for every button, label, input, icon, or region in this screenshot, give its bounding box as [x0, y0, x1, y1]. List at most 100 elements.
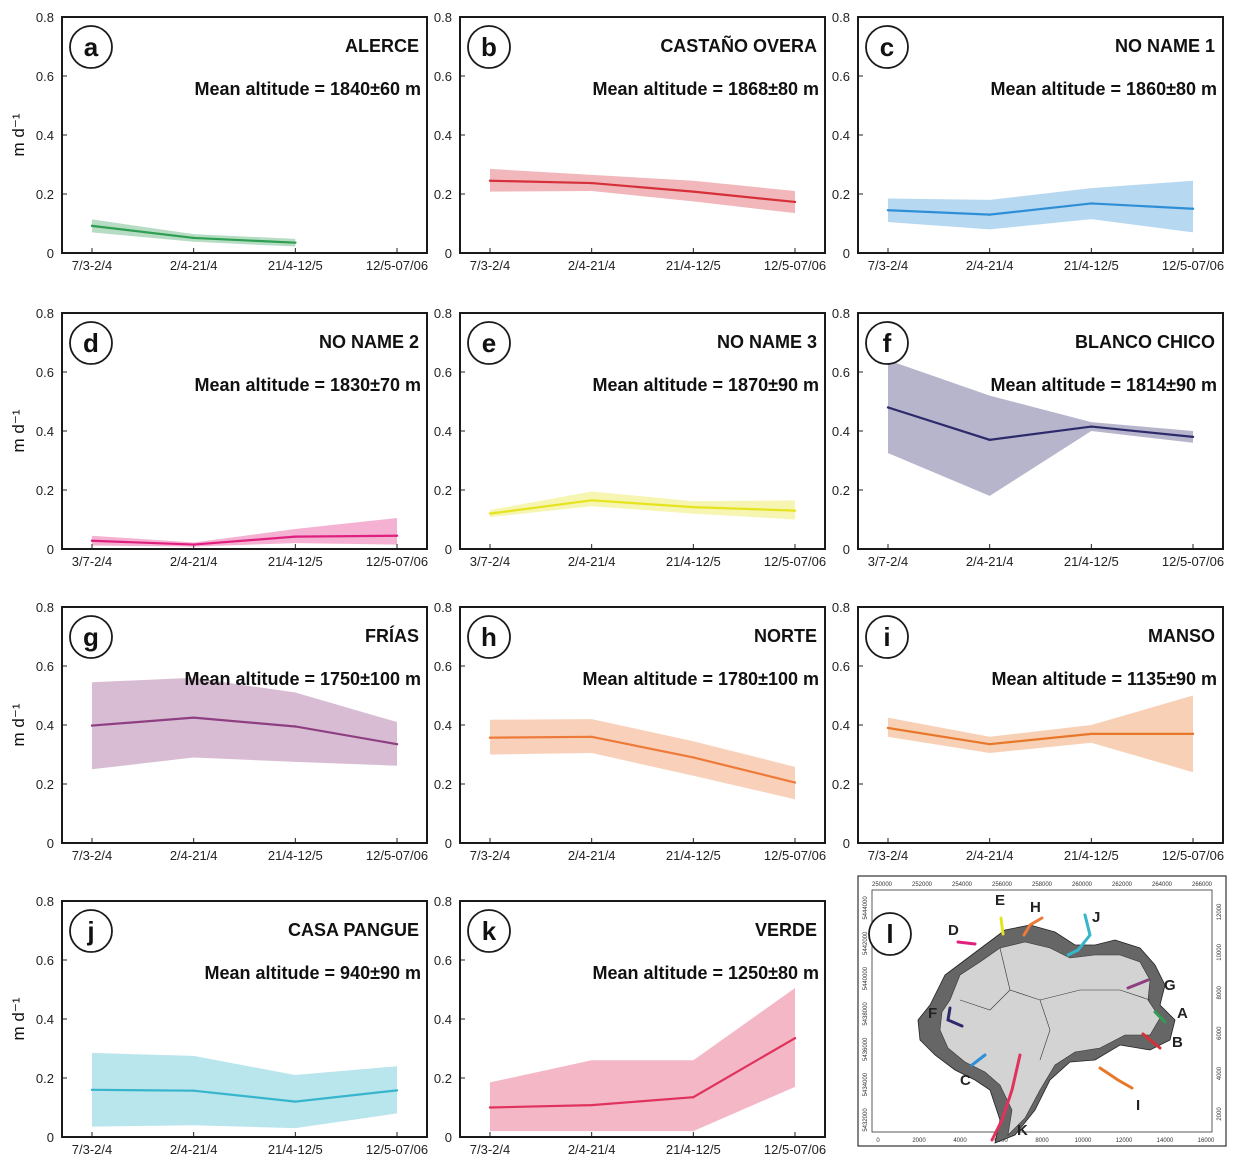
panel-letter: d — [83, 328, 99, 358]
data-point — [294, 241, 297, 244]
plot-frame — [459, 900, 826, 1138]
y-tick-label: 0.8 — [434, 306, 452, 321]
glacier-name: BLANCO CHICO — [1075, 332, 1215, 352]
uncertainty-band — [888, 360, 1193, 496]
panel-c: 0 0.2 0.4 0.6 0.8 7/3-2/4 2/4-21/4 21/4-12/5 12/… — [832, 10, 1224, 273]
glacier-label: H — [1030, 899, 1041, 916]
data-point — [90, 1088, 94, 1092]
x-tick-label: 7/3-2/4 — [470, 258, 510, 273]
series-line — [489, 499, 796, 515]
glacier-label: G — [1164, 977, 1176, 994]
glacier-track — [1141, 1032, 1162, 1050]
x-tick-label: 21/4-12/5 — [666, 554, 721, 569]
glacier-label: E — [995, 892, 1005, 909]
glacier-track — [1153, 1010, 1167, 1024]
y-tick-label: 0.8 — [36, 894, 54, 909]
glacier-track — [970, 1053, 987, 1067]
ice-divide — [999, 947, 1151, 1001]
y-tick-label: 0.2 — [36, 777, 54, 792]
y-axis-label: m d⁻¹ — [9, 409, 28, 452]
data-point — [590, 499, 593, 502]
panel-letter-badge — [69, 25, 113, 69]
map-bottom-tick: 0 — [876, 1138, 880, 1144]
map-left-tick: 5444000 — [863, 896, 869, 920]
y-tick-label: 0.2 — [832, 483, 850, 498]
map-right-tick: 4000 — [1217, 1066, 1223, 1080]
data-point — [1090, 732, 1093, 736]
map-right-tick: 8000 — [1217, 985, 1223, 999]
y-tick-label: 0.4 — [832, 718, 850, 733]
y-tick-label: 0.2 — [434, 483, 452, 498]
y-tick-label: 0.8 — [434, 600, 452, 615]
data-point — [1090, 202, 1093, 205]
y-tick-label: 0 — [445, 542, 452, 557]
data-point — [192, 1089, 195, 1092]
y-tick-label: 0 — [445, 1130, 452, 1145]
x-tick-label: 7/3-2/4 — [470, 1142, 510, 1157]
y-tick-label: 0.4 — [36, 1012, 54, 1027]
plot-frame — [857, 16, 1224, 254]
uncertainty-band — [92, 219, 296, 247]
glacier-name: NORTE — [754, 626, 817, 646]
panel-letter-badge — [467, 909, 511, 953]
map-top-tick: 266000 — [1192, 882, 1213, 888]
uncertainty-band — [888, 180, 1193, 233]
map-top-tick: 262000 — [1112, 882, 1133, 888]
x-tick-label: 7/3-2/4 — [72, 1142, 112, 1157]
x-tick-label: 12/5-07/06 — [366, 1142, 428, 1157]
y-axis-label: m d⁻¹ — [9, 113, 28, 156]
data-point — [886, 406, 890, 409]
x-tick-label: 2/4-21/4 — [170, 258, 218, 273]
glacier-name: ALERCE — [345, 36, 419, 56]
panel-letter: a — [84, 32, 99, 62]
x-tick-label: 2/4-21/4 — [568, 1142, 616, 1157]
y-tick-label: 0.4 — [832, 128, 850, 143]
y-tick-label: 0.6 — [434, 69, 452, 84]
y-tick-label: 0 — [47, 542, 54, 557]
x-tick-label: 2/4-21/4 — [966, 848, 1014, 863]
x-tick-label: 12/5-07/06 — [366, 258, 428, 273]
x-tick-label: 12/5-07/06 — [1162, 848, 1224, 863]
panel-b: 0 0.2 0.4 0.6 0.8 7/3-2/4 2/4-21/4 21/4-12/5 12/… — [434, 10, 826, 273]
mean-altitude: Mean altitude = 1814±90 m — [991, 375, 1217, 395]
panel-map: 250000 252000 254000 256000 258000 260000 2620… — [857, 875, 1227, 1147]
y-tick-label: 0.4 — [36, 128, 54, 143]
data-point — [692, 190, 695, 193]
data-point — [488, 1106, 492, 1109]
x-tick-label: 2/4-21/4 — [568, 848, 616, 863]
panel-i: 0 0.2 0.4 0.6 0.8 7/3-2/4 2/4-21/4 21/4-12/5 12/… — [832, 600, 1224, 863]
y-tick-label: 0.2 — [36, 187, 54, 202]
plot-frame — [459, 312, 826, 550]
glacier-label: A — [1177, 1005, 1188, 1022]
map-top-tick: 256000 — [992, 882, 1013, 888]
data-point — [90, 724, 94, 727]
y-tick-label: 0 — [445, 246, 452, 261]
map-bottom-tick: 2000 — [912, 1138, 926, 1144]
y-tick-label: 0.6 — [832, 365, 850, 380]
series-line — [489, 179, 796, 204]
x-tick-label: 2/4-21/4 — [170, 554, 218, 569]
glacier-track — [1098, 1066, 1134, 1090]
y-tick-label: 0.4 — [434, 1012, 452, 1027]
panel-letter-badge — [865, 25, 909, 69]
x-tick-label: 21/4-12/5 — [1064, 258, 1119, 273]
panel-f: 0 0.2 0.4 0.6 0.8 3/7-2/4 2/4-21/4 21/4-12/5 12/… — [832, 306, 1224, 569]
panel-letter: c — [880, 32, 894, 62]
map-bottom-tick: 10000 — [1075, 1138, 1092, 1144]
uncertainty-band — [92, 1052, 397, 1129]
y-tick-label: 0.8 — [36, 600, 54, 615]
mean-altitude: Mean altitude = 1750±100 m — [185, 669, 422, 689]
data-point — [488, 512, 492, 515]
map-top-tick: 250000 — [872, 882, 893, 888]
glacier-track — [1126, 978, 1150, 990]
x-tick-label: 12/5-07/06 — [764, 848, 826, 863]
panel-h: 0 0.2 0.4 0.6 0.8 7/3-2/4 2/4-21/4 21/4-12/5 12/… — [434, 600, 826, 863]
x-tick-label: 21/4-12/5 — [1064, 848, 1119, 863]
uncertainty-band — [490, 168, 795, 214]
panel-e: 0 0.2 0.4 0.6 0.8 3/7-2/4 2/4-21/4 21/4-12/5 12/… — [434, 306, 826, 569]
y-tick-label: 0.2 — [434, 187, 452, 202]
x-tick-label: 2/4-21/4 — [568, 554, 616, 569]
uncertainty-band — [92, 677, 397, 770]
y-tick-label: 0.4 — [434, 718, 452, 733]
series-line — [489, 1037, 796, 1109]
